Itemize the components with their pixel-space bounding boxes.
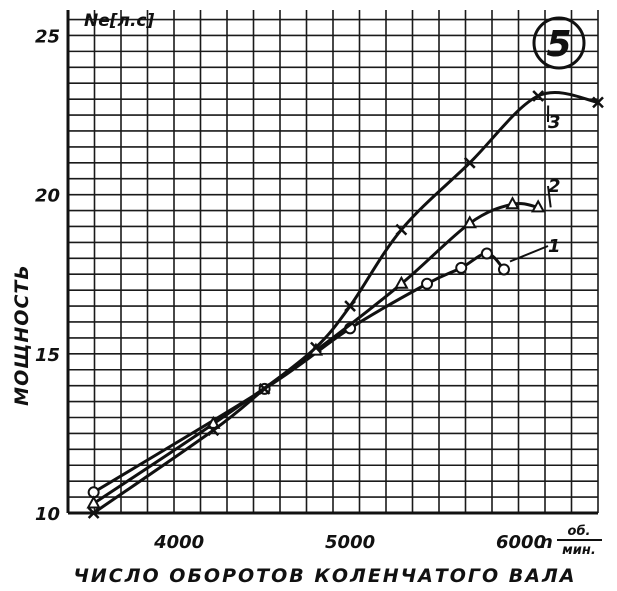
x-tick-label: 5000 [325,532,375,553]
y-tick-label: 10 [35,504,60,525]
x-unit-label: n об. мин. [540,524,602,558]
x-tick-label: 6000 [496,532,546,553]
y-unit-label: Ne[л.с] [84,11,155,31]
series-leader-line [509,245,549,263]
series-leader-line [547,185,552,208]
data-point-triangle [505,196,520,210]
data-point-cross [87,507,100,519]
grid [68,10,599,513]
data-point-circle [480,247,493,260]
x-axis-title: ЧИСЛО ОБОРОТОВ КОЛЕНЧАТОГО ВАЛА [74,565,577,587]
x-unit-denominator: мин. [562,543,596,558]
data-point-cross [592,96,604,109]
data-point-cross [344,300,356,312]
data-point-triangle [462,215,477,229]
data-point-triangle [394,275,409,289]
series-label: 2 [548,176,561,197]
data-point-cross [207,424,220,437]
data-point-triangle [86,495,101,509]
figure-number-circle [532,16,586,70]
y-tick-label: 20 [35,186,60,207]
axes [66,10,598,515]
data-point-circle [421,277,434,290]
data-point-circle [455,261,468,274]
y-axis-title: МОЩНОСТЬ [11,264,33,406]
data-point-triangle [206,415,221,429]
data-point-cross [532,90,545,102]
x-tick-label: 4000 [153,532,204,553]
labels-group: 4000 5000 6000 10 15 20 25 1 2 3 [35,26,561,553]
data-point-cross [310,341,322,354]
x-unit-numerator: об. [568,524,591,539]
data-point-cross [463,156,476,169]
series-label: 3 [548,112,561,133]
data-point-circle [497,263,510,276]
data-point-cross [395,223,408,236]
data-point-cross [258,382,271,395]
figure-number: 5 [546,24,571,65]
data-point-triangle [530,199,546,213]
series-line-1 [92,252,506,494]
series-label: 1 [548,236,561,257]
x-unit-symbol: n [540,532,553,553]
figure-number-badge: 5 [532,16,586,70]
series-group [86,90,604,519]
y-tick-label: 25 [35,26,60,47]
y-tick-label: 15 [35,345,60,366]
